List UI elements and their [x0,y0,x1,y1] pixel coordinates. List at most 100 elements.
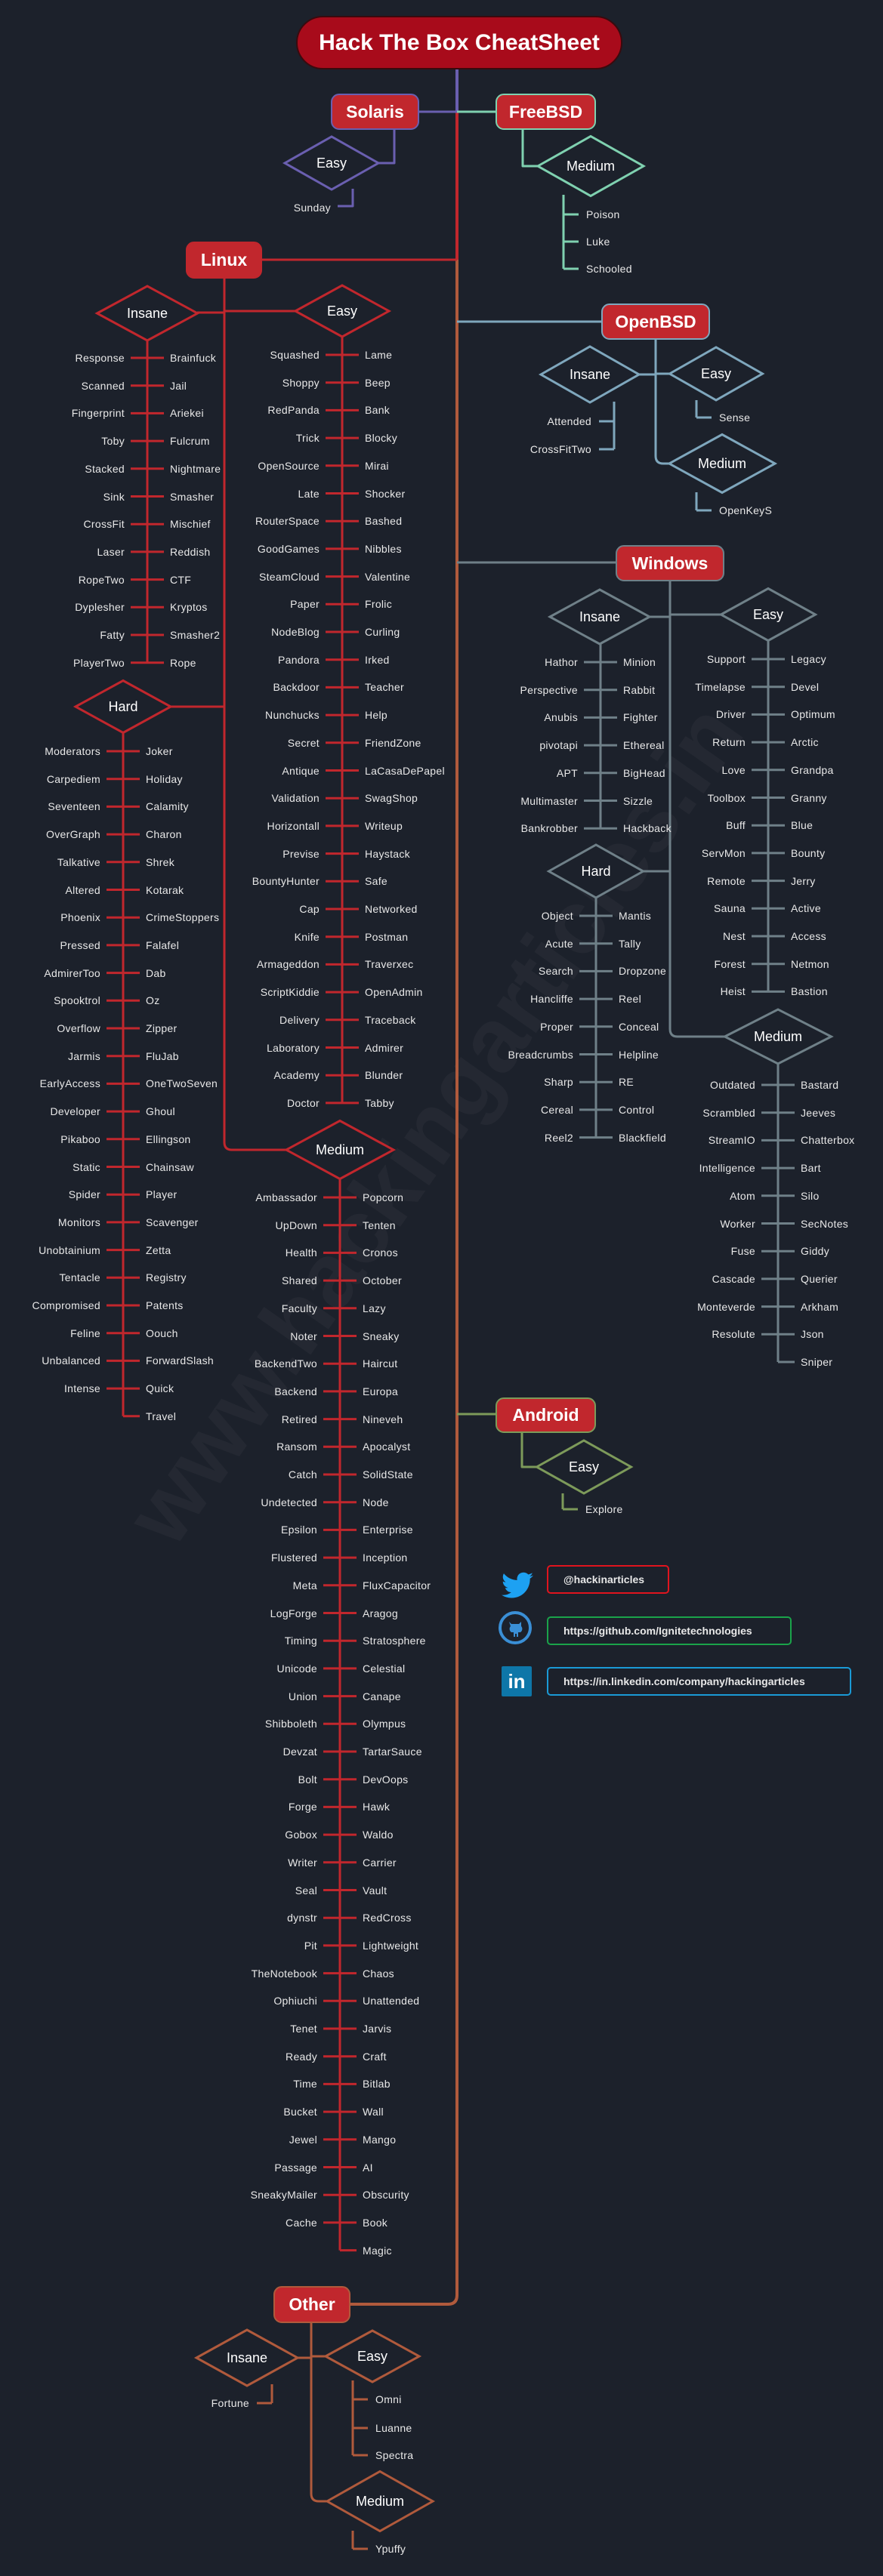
openbsd-insane-label[interactable]: Insane [569,367,611,382]
machine-item[interactable]: SwagShop [365,792,418,805]
machine-item[interactable]: Backend [274,1385,317,1397]
machine-item[interactable]: Shrek [146,855,175,868]
machine-item[interactable]: Luanne [375,2422,412,2434]
machine-item[interactable]: Ypuffy [375,2543,406,2555]
machine-item[interactable]: ScriptKiddie [260,986,320,999]
machine-item[interactable]: Sunday [293,202,331,214]
machine-item[interactable]: Oz [146,994,160,1007]
machine-item[interactable]: Jail [170,379,187,392]
machine-item[interactable]: Traverxec [365,958,414,971]
github-icon[interactable] [498,1610,533,1645]
machine-item[interactable]: Fighter [623,711,658,724]
machine-item[interactable]: Writeup [365,819,403,832]
machine-item[interactable]: Helpline [619,1048,659,1061]
machine-item[interactable]: Mango [363,2133,397,2146]
machine-item[interactable]: Cronos [363,1246,398,1259]
machine-item[interactable]: Passage [274,2161,317,2174]
machine-item[interactable]: Overflow [57,1022,100,1034]
machine-item[interactable]: Atom [730,1189,755,1202]
machine-item[interactable]: Toolbox [707,791,746,804]
machine-item[interactable]: Lazy [363,1302,386,1314]
machine-item[interactable]: Ellingson [146,1132,191,1145]
machine-item[interactable]: Doctor [286,1096,320,1109]
machine-item[interactable]: Compromised [32,1299,100,1311]
machine-item[interactable]: Kryptos [170,601,208,614]
linkedin-icon[interactable]: in [502,1666,532,1696]
machine-item[interactable]: Carpediem [46,772,100,785]
freebsd-medium-label[interactable]: Medium [566,159,616,174]
machine-item[interactable]: Luke [586,236,610,248]
machine-item[interactable]: Stratosphere [363,1635,426,1647]
machine-item[interactable]: Cascade [712,1272,755,1285]
machine-item[interactable]: Craft [363,2050,387,2063]
machine-item[interactable]: Academy [273,1069,320,1082]
windows-hard-label[interactable]: Hard [581,864,611,879]
machine-item[interactable]: Ethereal [623,739,665,752]
machine-item[interactable]: Player [146,1188,178,1201]
machine-item[interactable]: Fatty [100,629,125,641]
machine-item[interactable]: Phoenix [60,911,100,924]
machine-item[interactable]: Hathor [545,656,578,668]
machine-item[interactable]: Charon [146,828,182,841]
machine-item[interactable]: Squashed [270,349,320,361]
machine-item[interactable]: Object [541,910,573,922]
machine-item[interactable]: LaCasaDePapel [365,764,445,777]
machine-item[interactable]: TheNotebook [251,1967,317,1980]
windows-medium-label[interactable]: Medium [753,1029,803,1044]
machine-item[interactable]: Jarvis [363,2023,392,2035]
machine-item[interactable]: Json [801,1328,824,1341]
machine-item[interactable]: Kotarak [146,883,184,896]
machine-item[interactable]: Faculty [281,1302,317,1314]
machine-item[interactable]: Stacked [85,462,125,475]
machine-item[interactable]: AI [363,2161,373,2174]
machine-item[interactable]: Oouch [146,1327,178,1339]
category-android[interactable]: Android [496,1397,596,1433]
machine-item[interactable]: OpenSource [258,459,320,472]
machine-item[interactable]: Laser [97,545,125,558]
machine-item[interactable]: Heist [720,985,746,998]
linux-hard-label[interactable]: Hard [108,699,138,714]
machine-item[interactable]: Cap [299,903,320,915]
machine-item[interactable]: Altered [65,883,100,896]
machine-item[interactable]: Quick [146,1382,174,1395]
machine-item[interactable]: Jewel [289,2133,317,2146]
machine-item[interactable]: EarlyAccess [39,1077,100,1090]
machine-item[interactable]: CrossFit [83,518,125,531]
machine-item[interactable]: Devzat [282,1746,317,1758]
machine-item[interactable]: Sneaky [363,1330,400,1342]
machine-item[interactable]: Blocky [365,432,398,445]
machine-item[interactable]: Backdoor [273,681,320,694]
machine-item[interactable]: Worker [720,1217,755,1230]
other-easy-label[interactable]: Easy [357,2349,388,2364]
twitter-link[interactable]: @hackinarticles [547,1565,669,1594]
machine-item[interactable]: Brainfuck [170,352,217,364]
other-medium-label[interactable]: Medium [355,2494,405,2509]
machine-item[interactable]: Ransom [276,1441,317,1453]
machine-item[interactable]: Zetta [146,1243,171,1256]
machine-item[interactable]: Popcorn [363,1191,404,1203]
machine-item[interactable]: Meta [292,1579,317,1592]
machine-item[interactable]: Sauna [714,902,746,915]
machine-item[interactable]: Europa [363,1385,398,1397]
machine-item[interactable]: Sharp [544,1076,573,1089]
machine-item[interactable]: Devel [791,680,820,693]
machine-item[interactable]: Cereal [540,1103,573,1116]
machine-item[interactable]: RE [619,1076,634,1089]
machine-item[interactable]: Node [363,1496,389,1508]
machine-item[interactable]: Spectra [375,2449,414,2461]
machine-item[interactable]: Rabbit [623,683,656,696]
machine-item[interactable]: Anubis [544,711,578,724]
machine-item[interactable]: FriendZone [365,736,421,749]
machine-item[interactable]: Jerry [791,874,816,887]
machine-item[interactable]: Unbalanced [42,1354,100,1367]
machine-item[interactable]: NodeBlog [271,626,320,638]
machine-item[interactable]: Sink [103,490,125,503]
machine-item[interactable]: OpenKeyS [719,504,773,516]
windows-easy-label[interactable]: Easy [752,607,784,622]
machine-item[interactable]: Buff [726,819,746,832]
machine-item[interactable]: Time [293,2078,317,2091]
machine-item[interactable]: Conceal [619,1020,659,1033]
machine-item[interactable]: Breadcrumbs [508,1048,573,1061]
machine-item[interactable]: Gobox [285,1829,317,1841]
machine-item[interactable]: Scrambled [702,1106,755,1119]
